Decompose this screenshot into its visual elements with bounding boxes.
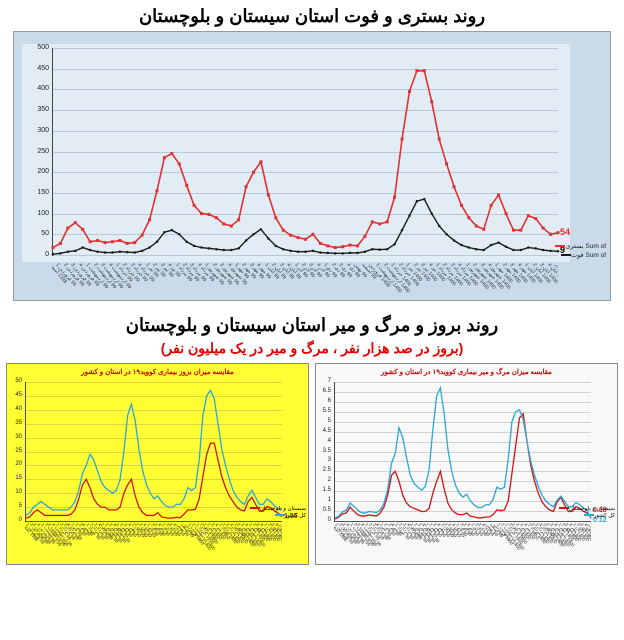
legend-item: کل کشور [248, 513, 306, 520]
y-tick-label: 3.5 [309, 448, 331, 454]
y-tick-label: 500 [27, 44, 49, 51]
y-tick-label: 5.5 [309, 408, 331, 414]
y-tick-label: 7 [309, 378, 331, 384]
y-tick-label: 5 [309, 418, 331, 424]
y-tick-label: 50 [0, 378, 22, 384]
top-title: روند بستری و فوت استان سیستان و بلوچستان [0, 0, 624, 31]
y-tick-label: 0 [309, 517, 331, 523]
y-tick-label: 6.5 [309, 388, 331, 394]
y-tick-label: 50 [27, 230, 49, 237]
y-tick-label: 5 [0, 503, 22, 509]
chart-bl-legend: سیستان و بلوچستانکل کشور [248, 506, 306, 520]
y-tick-label: 0 [0, 517, 22, 523]
y-tick-label: 0 [27, 251, 49, 258]
y-tick-label: 0.5 [309, 507, 331, 513]
legend-item: سیستان و بلوچستان [557, 506, 615, 513]
y-tick-label: 150 [27, 189, 49, 196]
y-tick-label: 350 [27, 106, 49, 113]
y-tick-label: 45 [0, 392, 22, 398]
chart-br-legend: سیستان و بلوچستانکل کشور [557, 506, 615, 520]
y-tick-label: 30 [0, 434, 22, 440]
y-tick-label: 300 [27, 127, 49, 134]
y-tick-label: 20 [0, 461, 22, 467]
bottom-subtitle: (بروز در صد هزار نفر ، مرگ و میر در یک م… [0, 340, 624, 363]
y-tick-label: 35 [0, 420, 22, 426]
y-tick-label: 2 [309, 477, 331, 483]
end-label-red: 54 [560, 227, 570, 237]
y-tick-label: 100 [27, 210, 49, 217]
chart-top-legend: Sum of بستریSum of فوت [553, 243, 606, 260]
y-tick-label: 2.5 [309, 467, 331, 473]
legend-item: کل کشور [557, 513, 615, 520]
y-tick-label: 4.5 [309, 428, 331, 434]
y-tick-label: 1 [309, 497, 331, 503]
bottom-title: روند بروز و مرگ و میر استان سیستان و بلو… [0, 309, 624, 340]
y-tick-label: 6 [309, 398, 331, 404]
legend-item: Sum of بستری [553, 243, 606, 251]
chart-top: 050100150200250300350400450500549 Sum of… [13, 31, 611, 301]
chart-bottom-right: مقایسه میزان مرگ و میر بیماری کووید۱۹ در… [315, 363, 618, 565]
legend-item: سیستان و بلوچستان [248, 506, 306, 513]
y-tick-label: 40 [0, 406, 22, 412]
y-tick-label: 4 [309, 438, 331, 444]
chart-bl-title: مقایسه میزان بروز بیماری کووید۱۹ در استا… [7, 368, 308, 376]
y-tick-label: 1.5 [309, 487, 331, 493]
y-tick-label: 400 [27, 85, 49, 92]
y-tick-label: 15 [0, 475, 22, 481]
chart-bottom-left: مقایسه میزان بروز بیماری کووید۱۹ در استا… [6, 363, 309, 565]
y-tick-label: 10 [0, 489, 22, 495]
legend-item: Sum of فوت [553, 252, 606, 260]
y-tick-label: 200 [27, 168, 49, 175]
y-tick-label: 25 [0, 448, 22, 454]
chart-br-title: مقایسه میزان مرگ و میر بیماری کووید۱۹ در… [316, 368, 617, 376]
y-tick-label: 250 [27, 148, 49, 155]
y-tick-label: 450 [27, 65, 49, 72]
y-tick-label: 3 [309, 457, 331, 463]
